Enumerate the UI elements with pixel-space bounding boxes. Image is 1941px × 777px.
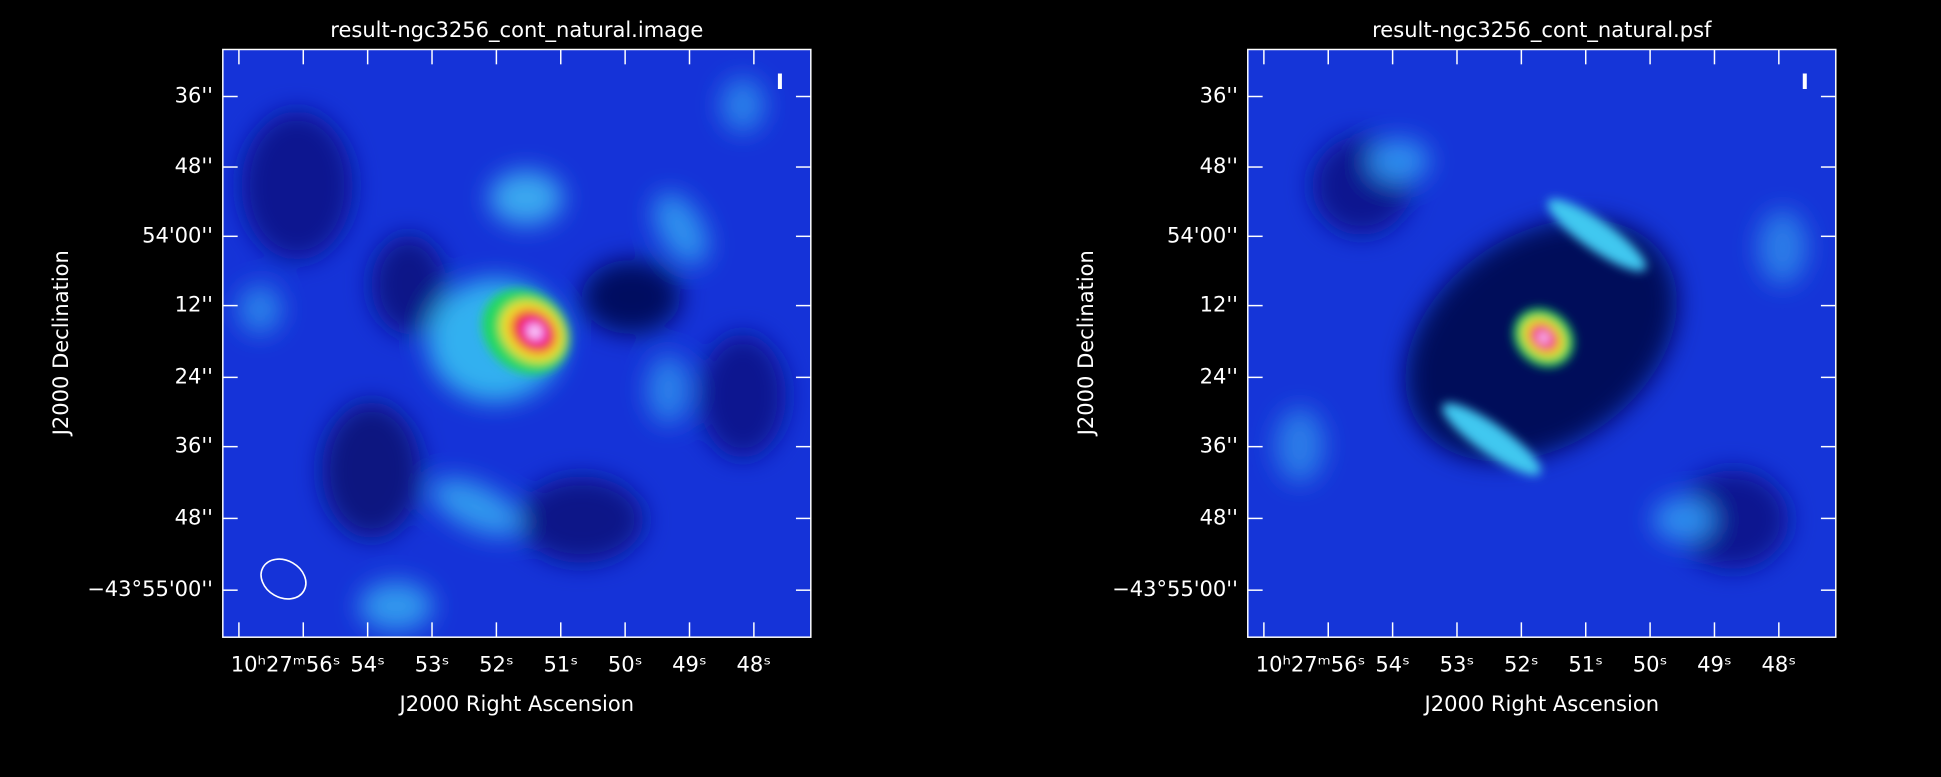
plot-frame xyxy=(1247,48,1837,638)
y-tick-label: 48'' xyxy=(175,504,213,529)
x-tick-label: 50ˢ xyxy=(608,652,643,677)
y-tick-label: 54'00'' xyxy=(142,222,213,247)
x-tick-label: 52ˢ xyxy=(1504,652,1539,677)
x-tick-label: 53ˢ xyxy=(415,652,450,677)
x-tick-label: 51ˢ xyxy=(543,652,578,677)
y-tick-label: 12'' xyxy=(1200,292,1238,317)
x-tick-label: 49ˢ xyxy=(1697,652,1732,677)
y-tick-label: −43°55'00'' xyxy=(1112,576,1238,601)
x-axis-label: J2000 Right Ascension xyxy=(1423,691,1660,716)
x-tick-label: 48ˢ xyxy=(737,652,772,677)
beam-ellipse xyxy=(260,558,307,600)
x-tick-label: 10ʰ27ᵐ56ˢ xyxy=(231,652,341,677)
x-tick-label: 54ˢ xyxy=(350,652,385,677)
y-tick-label: 54'00'' xyxy=(1167,222,1238,247)
y-tick-label: 36'' xyxy=(175,83,213,108)
y-tick-label: 24'' xyxy=(1200,363,1238,388)
x-tick-label: 51ˢ xyxy=(1568,652,1603,677)
psf-raster xyxy=(1247,49,1836,638)
x-tick-label: 48ˢ xyxy=(1762,652,1797,677)
x-tick-label: 53ˢ xyxy=(1440,652,1475,677)
x-axis-label: J2000 Right Ascension xyxy=(398,691,635,716)
y-tick-label: 24'' xyxy=(175,363,213,388)
panel-title: result-ngc3256_cont_natural.psf xyxy=(1372,17,1712,42)
y-axis-label: J2000 Declination xyxy=(1073,250,1098,437)
y-tick-label: 48'' xyxy=(175,153,213,178)
x-tick-label: 54ˢ xyxy=(1375,652,1410,677)
x-tick-label: 52ˢ xyxy=(479,652,514,677)
y-tick-label: 36'' xyxy=(1200,433,1238,458)
x-tick-label: 10ʰ27ᵐ56ˢ xyxy=(1256,652,1366,677)
plot-frame xyxy=(222,48,812,638)
stokes-label: I xyxy=(1801,69,1809,94)
y-tick-label: 48'' xyxy=(1200,504,1238,529)
image-raster xyxy=(222,49,811,638)
x-tick-label: 50ˢ xyxy=(1633,652,1668,677)
y-tick-label: 36'' xyxy=(175,433,213,458)
x-tick-label: 49ˢ xyxy=(672,652,707,677)
panel-title: result-ngc3256_cont_natural.image xyxy=(330,17,703,42)
y-axis-label: J2000 Declination xyxy=(48,250,73,437)
y-tick-label: 12'' xyxy=(175,292,213,317)
y-tick-label: 36'' xyxy=(1200,83,1238,108)
stokes-label: I xyxy=(776,69,784,94)
y-tick-label: −43°55'00'' xyxy=(87,576,213,601)
y-tick-label: 48'' xyxy=(1200,153,1238,178)
